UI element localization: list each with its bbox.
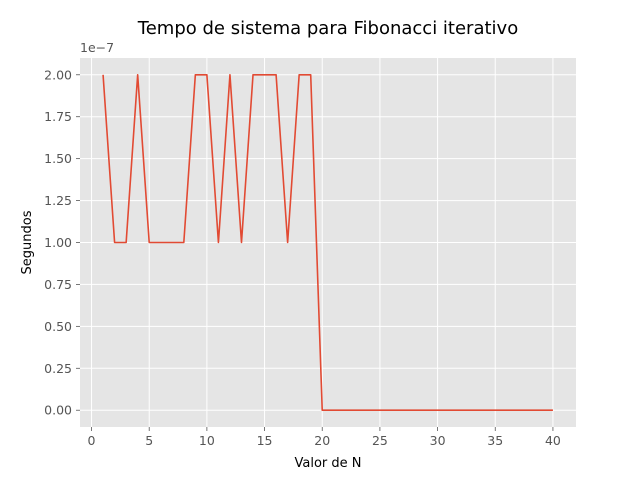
- chart-title: Tempo de sistema para Fibonacci iterativ…: [137, 18, 518, 39]
- y-tick-label: 1.50: [44, 151, 72, 166]
- y-tick-label: 0.50: [44, 319, 72, 334]
- x-tick-label: 30: [430, 433, 446, 448]
- x-axis-label: Valor de N: [295, 456, 362, 471]
- y-tick-label: 1.00: [44, 235, 72, 250]
- x-tick-label: 0: [88, 433, 96, 448]
- y-tick-label: 1.25: [44, 193, 72, 208]
- ticks: 0 5 10 15 20 25 30 35 40 0.00 0.25 0.50 0.75 1.00 1.25…: [44, 67, 561, 448]
- x-tick-label: 35: [487, 433, 503, 448]
- x-tick-label: 40: [545, 433, 561, 448]
- series-layer: [102, 73, 553, 412]
- x-tick-label: 10: [199, 433, 215, 448]
- y-tick-label: 2.00: [44, 67, 72, 82]
- x-tick-label: 15: [257, 433, 273, 448]
- y-tick-label: 1.75: [44, 109, 72, 124]
- x-tick-label: 5: [145, 433, 153, 448]
- y-axis-label: Segundos: [20, 210, 35, 274]
- series-line: [102, 73, 553, 412]
- y-axis-offset-text: 1e−7: [80, 40, 114, 55]
- y-tick-label: 0.00: [44, 403, 72, 418]
- x-tick-label: 20: [314, 433, 330, 448]
- y-tick-label: 0.25: [44, 361, 72, 376]
- y-tick-label: 0.75: [44, 277, 72, 292]
- x-tick-label: 25: [372, 433, 388, 448]
